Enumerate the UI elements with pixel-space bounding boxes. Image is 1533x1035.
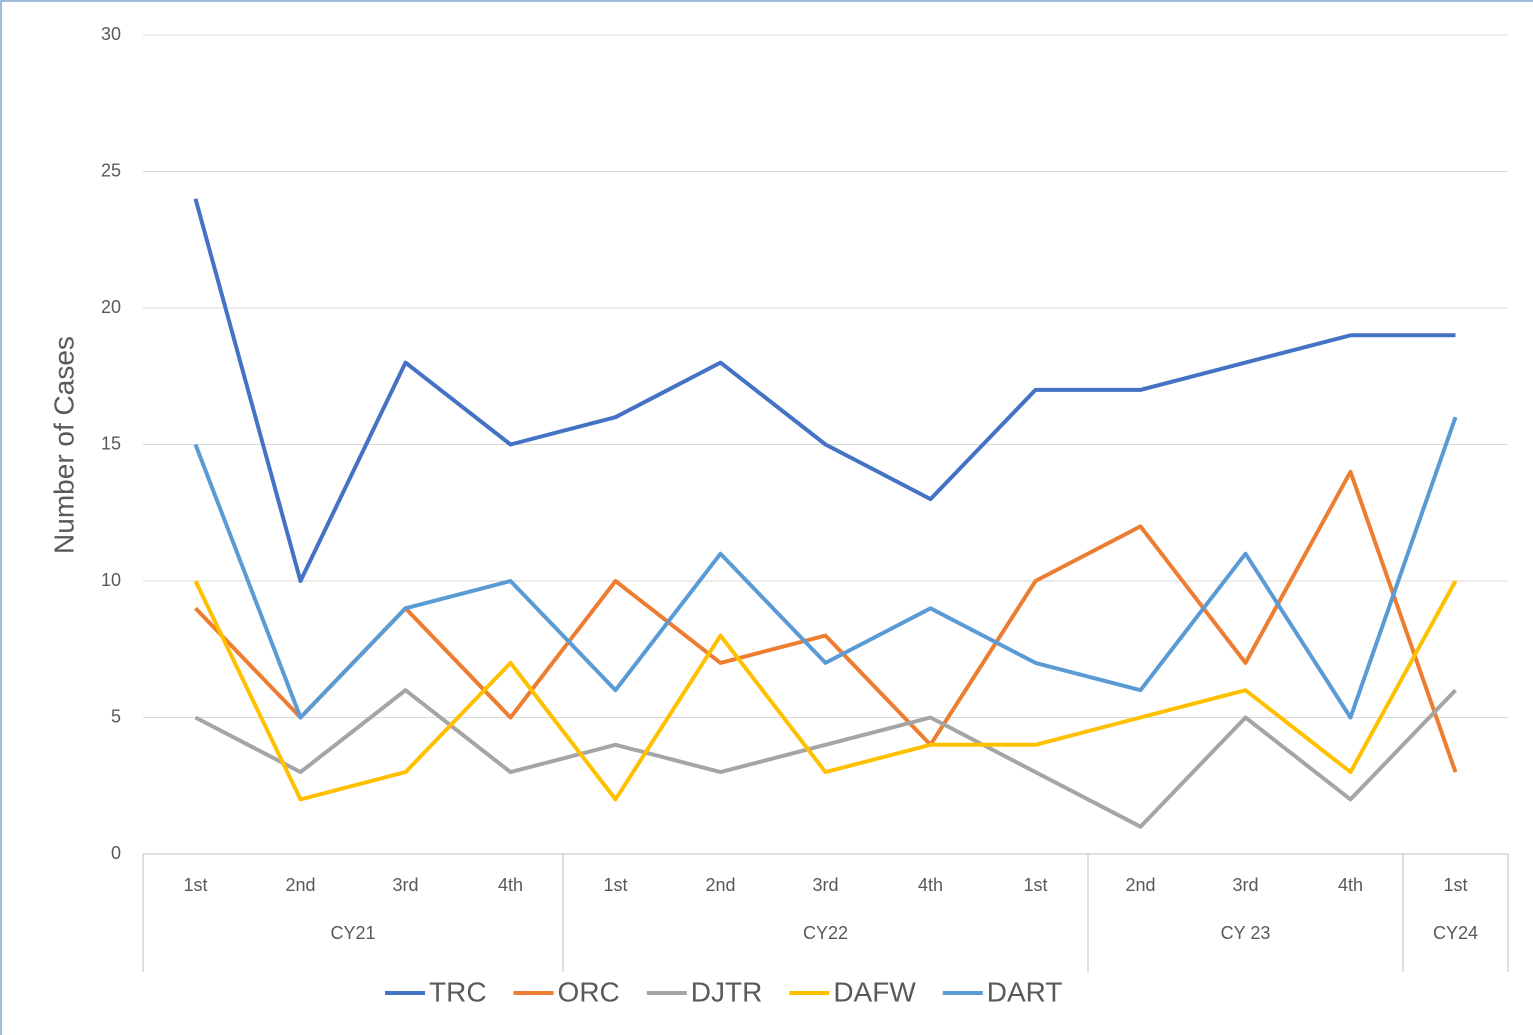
x-tick-label: 4th (1338, 875, 1363, 895)
x-tick-label: 3rd (1232, 875, 1258, 895)
x-tick-label: 1st (603, 875, 627, 895)
y-tick-label: 20 (101, 297, 121, 317)
x-tick-label: 3rd (812, 875, 838, 895)
series-line (193, 198, 1456, 583)
x-tick-label: 2nd (705, 875, 735, 895)
x-tick-label: 1st (1443, 875, 1467, 895)
series-line (193, 580, 1458, 802)
x-tick-label: 1st (183, 875, 207, 895)
x-tick-label: 4th (918, 875, 943, 895)
y-tick-label: 25 (101, 160, 121, 180)
y-tick-label: 5 (111, 706, 121, 726)
group-label: CY22 (803, 923, 848, 943)
y-tick-label: 10 (101, 570, 121, 590)
x-tick-label: 2nd (1125, 875, 1155, 895)
legend-label: TRC (429, 976, 487, 1007)
x-tick-label: 3rd (392, 875, 418, 895)
y-tick-label: 0 (111, 843, 121, 863)
y-tick-label: 30 (101, 24, 121, 44)
group-label: CY24 (1433, 923, 1478, 943)
series-line (194, 469, 1458, 773)
series-line (193, 416, 1458, 720)
group-label: CY 23 (1221, 923, 1271, 943)
x-tick-label: 2nd (285, 875, 315, 895)
legend-label: ORC (558, 976, 620, 1007)
legend-label: DAFW (833, 976, 916, 1007)
x-tick-label: 1st (1023, 875, 1047, 895)
y-tick-label: 15 (101, 433, 121, 453)
legend-label: DART (987, 976, 1063, 1007)
group-label: CY21 (330, 923, 375, 943)
x-tick-label: 4th (498, 875, 523, 895)
series-line (194, 688, 1457, 829)
y-axis-label: Number of Cases (48, 336, 79, 554)
legend-label: DJTR (691, 976, 763, 1007)
